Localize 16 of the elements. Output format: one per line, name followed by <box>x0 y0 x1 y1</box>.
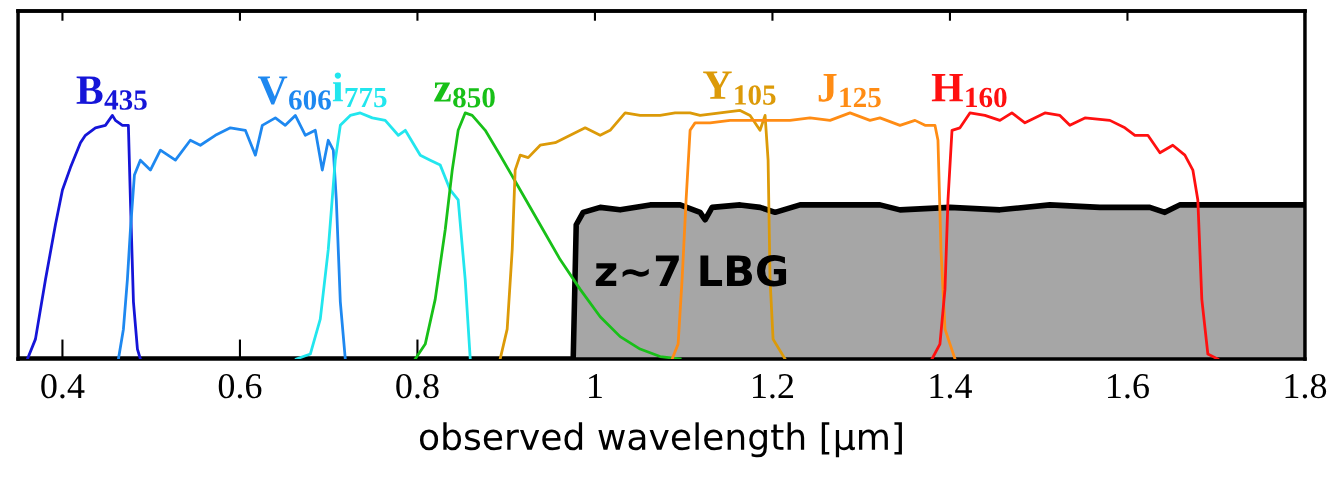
series-label: i$_{775}$ <box>332 72 387 108</box>
x-tick-label: 1.2 <box>753 374 794 399</box>
x-tick-label: 0.4 <box>41 373 85 399</box>
series-label: H$_{160}$ <box>931 74 1007 108</box>
x-tick-label: 1.8 <box>1285 373 1327 399</box>
series-label: V$_{606}$ <box>258 76 331 110</box>
series-label: B$_{435}$ <box>76 76 147 110</box>
series-label: J$_{125}$ <box>818 74 881 108</box>
x-tick-label: 1.4 <box>930 374 972 399</box>
x-tick-label: 0.6 <box>218 373 262 399</box>
x-tick-label: 1.6 <box>1108 374 1149 399</box>
series-label: z$_{850}$ <box>434 82 495 108</box>
series-label: Y$_{105}$ <box>703 71 776 105</box>
x-axis-title: observed wavelength [µm] <box>419 422 902 458</box>
x-tick-label: 1 <box>589 374 602 398</box>
x-tick-label: 0.8 <box>396 373 439 399</box>
